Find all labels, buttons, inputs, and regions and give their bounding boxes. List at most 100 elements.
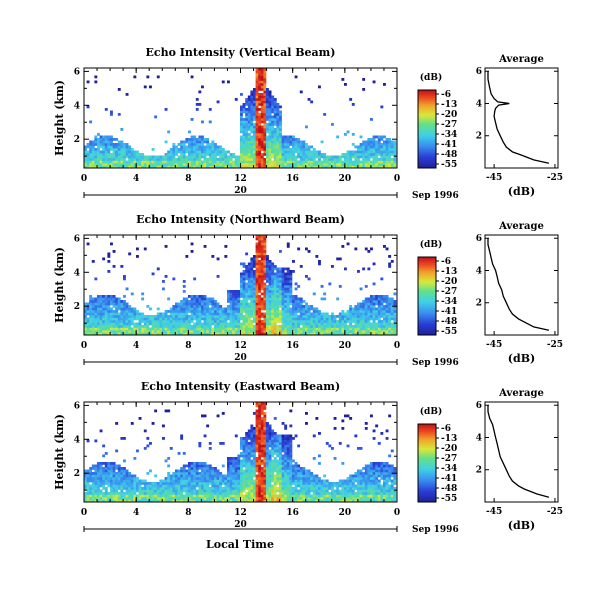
colorbar-band — [418, 146, 436, 149]
heatmap-cell — [242, 290, 246, 293]
heatmap-cell — [208, 163, 212, 166]
heatmap-cell — [390, 322, 394, 326]
heatmap-cell — [91, 487, 95, 490]
heatmap-cell — [227, 494, 230, 498]
heatmap-cell — [89, 150, 93, 154]
heatmap-cell — [115, 315, 119, 318]
heatmap-cell — [91, 317, 95, 321]
heatmap-cell — [294, 145, 298, 149]
heatmap-cell — [292, 307, 295, 311]
heatmap-cell — [97, 320, 100, 323]
heatmap-cell — [247, 307, 251, 311]
heatmap-cell — [388, 315, 392, 318]
heatmap-cell — [245, 145, 249, 149]
heatmap-cell — [284, 320, 288, 323]
heatmap-cell — [115, 330, 119, 333]
heatmap-cell — [297, 138, 301, 141]
heatmap-cell — [255, 80, 259, 84]
heatmap-cell — [172, 148, 176, 151]
heatmap-cell — [255, 474, 259, 478]
heatmap-cell — [383, 295, 386, 298]
heatmap-cell — [390, 150, 394, 154]
heatmap-cell — [240, 467, 243, 470]
heatmap-cell — [219, 163, 223, 166]
heatmap-cell — [177, 474, 181, 478]
heatmap-cell — [258, 120, 262, 124]
heatmap-cell — [263, 252, 267, 256]
heatmap-cell — [115, 138, 119, 141]
heatmap-cell — [128, 160, 132, 164]
heatmap-cell — [258, 113, 262, 116]
heatmap-cell — [255, 432, 259, 435]
heatmap-cell — [123, 302, 126, 306]
heatmap-cell — [357, 332, 360, 336]
heatmap-cell — [255, 93, 259, 96]
heatmap-cell — [224, 307, 228, 311]
heatmap-cell — [258, 280, 262, 283]
heatmap-cell — [180, 499, 184, 503]
heatmap-cell — [115, 332, 119, 336]
heatmap-cell — [136, 479, 139, 483]
heatmap-cell — [362, 153, 366, 156]
heatmap-cell — [169, 317, 173, 321]
heatmap-cell — [336, 332, 340, 336]
heatmap-cell — [258, 300, 262, 303]
heatmap-cell — [255, 148, 259, 151]
heatmap-cell — [86, 320, 90, 323]
heatmap-cell — [359, 305, 363, 308]
heatmap-cell — [232, 325, 236, 328]
heatmap-cell — [120, 155, 124, 159]
heatmap-cell — [232, 153, 236, 156]
heatmap-cell — [195, 163, 199, 166]
heatmap-cell — [266, 260, 269, 263]
heatmap-cell — [385, 150, 389, 154]
heatmap-cell — [307, 307, 311, 311]
profile-x-tick-label: -25 — [547, 173, 563, 183]
heatmap-cell — [84, 145, 87, 149]
heatmap-cell — [203, 492, 207, 495]
heatmap-cell — [136, 497, 139, 500]
heatmap-cell — [362, 322, 366, 326]
heatmap-cell — [297, 155, 301, 159]
heatmap-cell — [146, 444, 150, 448]
heatmap-cell — [237, 295, 241, 298]
heatmap-cell — [260, 282, 264, 286]
heatmap-cell — [260, 402, 264, 405]
heatmap-cell — [242, 322, 246, 326]
heatmap-cell — [125, 160, 129, 164]
heatmap-cell — [164, 499, 168, 503]
heatmap-cell — [383, 158, 386, 161]
heatmap-cell — [133, 158, 137, 161]
heatmap-cell — [167, 330, 171, 333]
heatmap-cell — [315, 165, 319, 169]
heatmap-cell — [258, 467, 262, 470]
x-tick-label: 16 — [286, 174, 299, 184]
heatmap-cell — [266, 140, 269, 144]
heatmap-cell — [240, 143, 243, 146]
heatmap-cell — [167, 494, 171, 498]
heatmap-cell — [195, 155, 199, 159]
heatmap-cell — [188, 320, 191, 323]
heatmap-cell — [156, 492, 160, 495]
heatmap-cell — [383, 315, 386, 318]
heatmap-cell — [229, 492, 233, 495]
heatmap-cell — [104, 143, 108, 146]
heatmap-cell — [107, 474, 111, 478]
heatmap-cell — [357, 330, 360, 333]
heatmap-cell — [258, 409, 262, 413]
heatmap-cell — [362, 165, 366, 169]
heatmap-cell — [104, 464, 108, 468]
profile-y-tick-label: 2 — [476, 132, 482, 142]
heatmap-cell — [203, 477, 207, 480]
y-tick-label: 2 — [74, 135, 80, 145]
heatmap-cell — [250, 432, 254, 435]
heatmap-cell — [346, 315, 350, 318]
heatmap-cell — [123, 295, 126, 298]
heatmap-cell — [154, 409, 158, 413]
heatmap-cell — [169, 327, 173, 331]
heatmap-cell — [260, 454, 264, 458]
heatmap-cell — [390, 307, 394, 311]
heatmap-cell — [245, 479, 249, 483]
heatmap-cell — [242, 158, 246, 161]
heatmap-cell — [281, 307, 285, 311]
